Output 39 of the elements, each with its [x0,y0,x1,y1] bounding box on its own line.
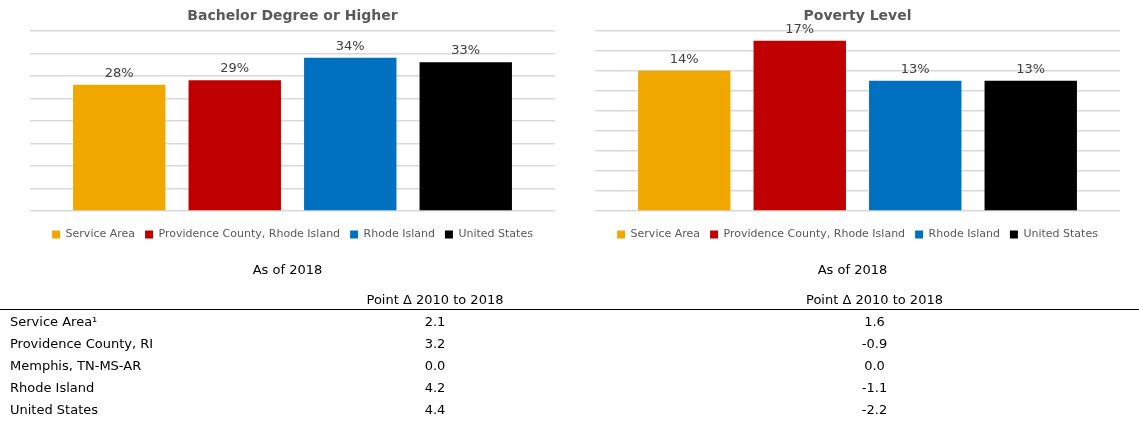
data-label: 4.4 [423,400,447,419]
category-label: Memphis, TN-MS-AR [9,356,143,375]
bar [188,80,281,211]
category-label: Rhode Island [9,378,96,397]
data-label: 1.6 [863,312,886,331]
bar [73,84,166,211]
data-label: 14% [669,50,699,66]
legend-label: Service Area [65,227,136,241]
data-label: 13% [1016,60,1046,76]
category-label: United States [9,400,100,419]
text: As of 2018 [816,262,889,277]
text: As of 2018 [251,262,324,277]
data-label: 34% [335,37,365,53]
data-label: 3.2 [423,334,447,353]
chart-title: Bachelor Degree or Higher [187,7,398,24]
category-label: Providence County, RI [9,334,155,353]
data-label: 0.0 [423,356,447,375]
text: Point Δ 2010 to 2018 [700,290,1139,310]
category-label: Service Area¹ [9,312,99,331]
data-label: 33% [451,42,481,58]
data-label: 2.1 [423,312,447,331]
legend-label: Providence County, Rhode Island [158,227,341,241]
data-label: 29% [220,60,250,76]
bar [304,57,397,211]
legend-label: Rhode Island [928,227,1000,241]
data-label: -2.2 [860,400,889,419]
data-label: 28% [104,64,134,80]
data-label: -0.9 [860,334,889,353]
bar [419,62,512,211]
legend-label: United States [458,227,534,241]
data-label: 13% [900,60,930,76]
legend-label: Rhode Island [363,227,435,241]
legend-label: Providence County, Rhode Island [723,227,906,241]
data-label: 0.0 [863,356,886,375]
data-label: 4.2 [423,378,447,397]
text: Point Δ 2010 to 2018 [300,290,700,310]
legend-label: Service Area [630,227,701,241]
legend-label: United States [1023,227,1099,241]
data-label: -1.1 [860,378,889,397]
